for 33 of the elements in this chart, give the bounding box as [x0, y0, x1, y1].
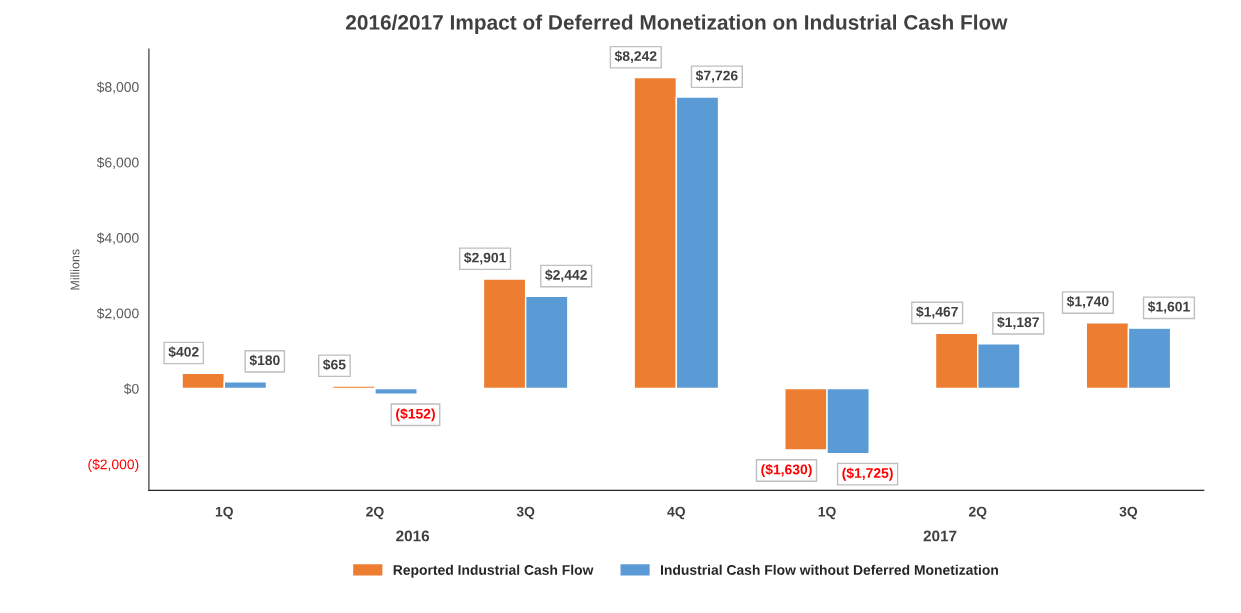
data-label: $1,467: [916, 306, 958, 319]
data-label: ($1,630): [761, 463, 812, 478]
text: 2016: [396, 530, 430, 542]
x-tick-label: 3Q: [516, 506, 535, 520]
data-label: $7,726: [695, 70, 738, 83]
legend-label: Industrial Cash Flow without Deferred Monetization: [661, 564, 998, 575]
x-tick-label: 1Q: [215, 506, 233, 520]
legend-label: Reported Industrial Cash Flow: [393, 564, 594, 578]
y-tick-label: $2,000: [96, 307, 139, 320]
x-tick-label: 4Q: [667, 506, 686, 520]
y-tick-label: $0: [123, 383, 139, 395]
chart-title: 2016/2017 Impact of Deferred Monetization on Industrial Cash Flow: [346, 14, 1008, 34]
data-label: $2,442: [545, 269, 587, 282]
data-label: $402: [168, 346, 199, 358]
data-label: $65: [323, 359, 346, 371]
data-label: $1,187: [997, 316, 1039, 330]
y-tick-label: ($2,000): [88, 458, 139, 473]
data-label: $8,242: [614, 50, 657, 64]
x-tick-label: 2Q: [366, 506, 384, 520]
data-label: $2,901: [464, 252, 506, 265]
y-tick-label: $4,000: [96, 232, 139, 245]
x-tick-label: 2Q: [968, 506, 987, 520]
y-axis-title: Millions: [70, 249, 80, 290]
data-label: $1,740: [1066, 295, 1109, 309]
y-tick-label: $8,000: [96, 81, 139, 94]
x-tick-label: 3Q: [1119, 506, 1138, 520]
data-label: $1,601: [1147, 301, 1190, 314]
data-label: ($1,725): [842, 467, 893, 481]
text: 2017: [923, 530, 957, 542]
data-label: $180: [249, 354, 280, 367]
data-label: ($152): [396, 408, 435, 422]
y-tick-label: $6,000: [96, 156, 139, 170]
x-tick-label: 1Q: [818, 506, 836, 520]
